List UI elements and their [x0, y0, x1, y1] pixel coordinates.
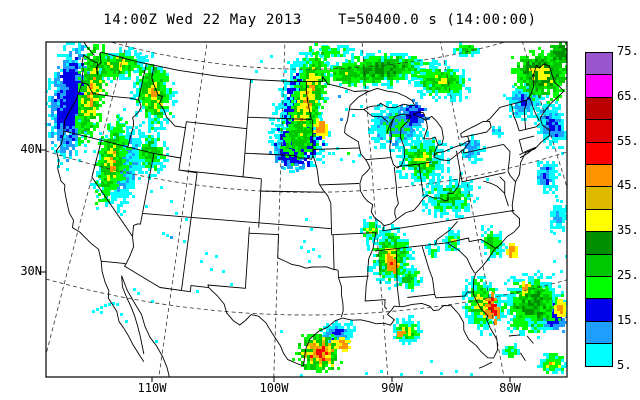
colorbar-tick-label: 55.: [617, 133, 639, 148]
lon-tick-label: 80W: [499, 381, 521, 395]
colorbar-cell: [585, 96, 613, 121]
lon-tick-label: 100W: [259, 381, 289, 395]
colorbar-cell: [585, 74, 613, 98]
lon-tick-label: 90W: [381, 381, 403, 395]
plot-title: 14:00Z Wed 22 May 2013 T=50400.0 s (14:0…: [103, 12, 537, 28]
colorbar-cell: [585, 186, 613, 210]
colorbar-tick-label: 65.: [617, 88, 639, 103]
colorbar-cell: [585, 208, 613, 233]
colorbar-cell: [585, 253, 613, 277]
colorbar-tick-label: 5.: [617, 357, 632, 372]
colorbar-tick-label: 25.: [617, 268, 639, 282]
colorbar-cell: [585, 141, 613, 165]
colorbar-cell: [585, 343, 613, 367]
lon-tick-label: 110W: [137, 381, 167, 395]
colorbar-tick-label: 75.: [617, 44, 639, 58]
colorbar-cell: [585, 320, 613, 345]
lat-tick-label: 40N: [20, 142, 42, 156]
colorbar-cell: [585, 276, 613, 300]
colorbar-cell: [585, 231, 613, 255]
colorbar-cell: [585, 119, 613, 143]
lat-tick-label: 30N: [20, 264, 42, 278]
colorbar-tick-label: 45.: [617, 178, 639, 193]
colorbar-tick-label: 35.: [617, 223, 639, 238]
colorbar-cell: [585, 164, 613, 188]
colorbar-tick-label: 15.: [617, 312, 639, 327]
colorbar-cell: [585, 298, 613, 322]
colorbar-cell: [585, 52, 613, 76]
